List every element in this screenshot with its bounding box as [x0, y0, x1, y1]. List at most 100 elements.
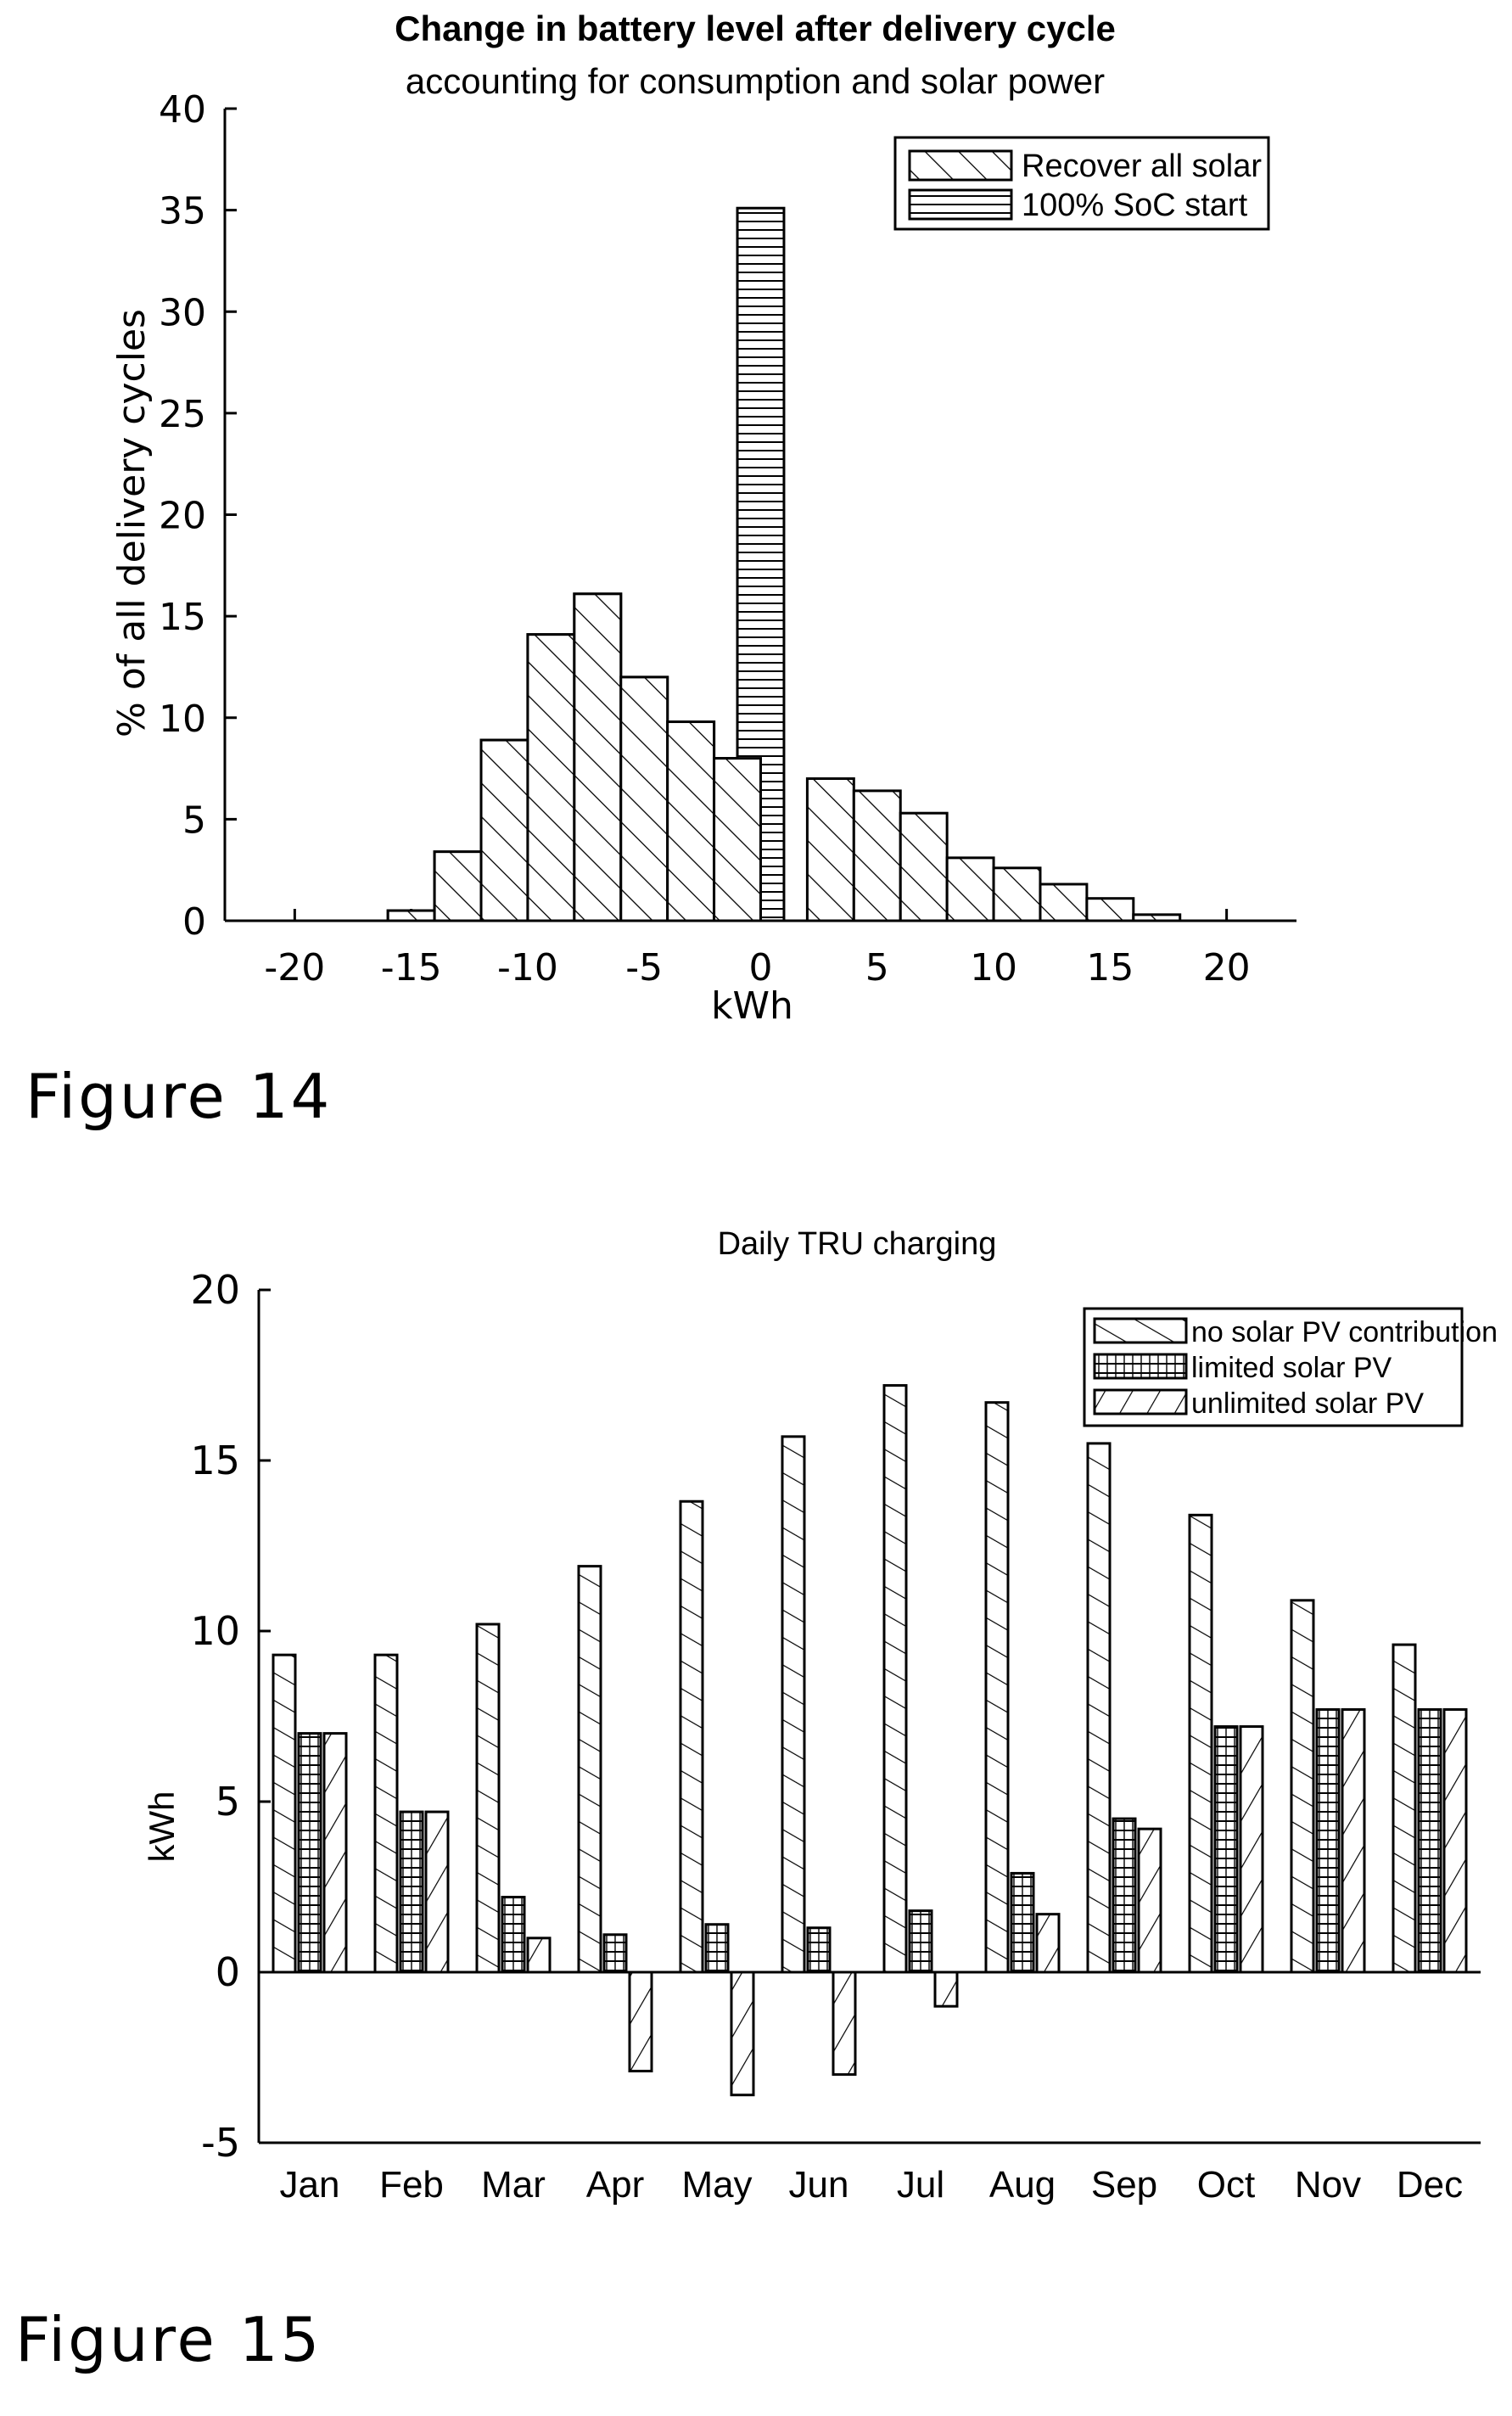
y-tick-label: 25: [159, 393, 206, 436]
monthly-bar: [322, 1732, 348, 1974]
y-tick-label: 0: [182, 900, 206, 944]
monthly-bar: [1315, 1707, 1341, 1974]
histogram-bar: [852, 789, 902, 922]
monthly-bar: [832, 1970, 857, 2077]
histogram-bar: [1132, 913, 1182, 922]
monthly-bar: [373, 1653, 399, 1974]
monthly-bar: [908, 1909, 933, 1974]
figure-15-chart: -5 0 5 10 15 20 Jan Feb Mar Apr May Jun Jul Aug Sep Oct…: [142, 1226, 1498, 2206]
histogram-bar: [479, 738, 529, 922]
y-tick-label: 30: [159, 291, 206, 334]
x-tick-label: Apr: [586, 2164, 644, 2206]
monthly-bar: [984, 1401, 1010, 1974]
monthly-bar: [1392, 1643, 1417, 1974]
monthly-bar: [1442, 1707, 1468, 1974]
y-tick-label: 40: [159, 88, 206, 132]
monthly-bar: [424, 1810, 450, 1974]
x-tick-label: Feb: [379, 2164, 444, 2206]
legend-swatch: [1093, 1317, 1188, 1344]
x-tick-label: 5: [865, 946, 889, 989]
monthly-bar: [933, 1970, 959, 2008]
histogram-bar: [1039, 883, 1089, 922]
monthly-bar: [806, 1926, 832, 1974]
histogram-bar: [1085, 897, 1135, 922]
y-tick-label: 10: [159, 698, 206, 741]
y-tick-label: 35: [159, 190, 206, 233]
y-tick-label: 15: [159, 596, 206, 639]
y-axis-label: % of all delivery cycles: [110, 309, 154, 737]
legend-label: 100% SoC start: [1022, 188, 1248, 223]
x-tick-label: Jul: [897, 2164, 944, 2206]
histogram-bar: [945, 856, 995, 922]
y-axis-label: kWh: [142, 1791, 182, 1863]
y-tick-label: 10: [190, 1608, 240, 1654]
monthly-bar: [501, 1896, 526, 1974]
monthly-bar: [1188, 1513, 1213, 1974]
monthly-bar: [1417, 1707, 1442, 1974]
x-tick-label: 15: [1086, 946, 1134, 989]
monthly-bar: [399, 1810, 424, 1974]
monthly-bar: [297, 1732, 322, 1974]
histogram-bar: [433, 850, 483, 922]
x-tick-label: 10: [970, 946, 1017, 989]
histogram-bar: [386, 909, 436, 922]
y-tick-label: 5: [182, 799, 206, 842]
chart-subtitle: accounting for consumption and solar pow…: [406, 61, 1105, 101]
x-tick-label: Jan: [280, 2164, 340, 2206]
histogram-bar: [992, 866, 1042, 922]
legend-label: Recover all solar: [1022, 149, 1262, 184]
y-tick-label: 15: [190, 1438, 240, 1483]
y-tick-label: 20: [159, 495, 206, 538]
histogram-bar: [526, 633, 576, 922]
legend-swatch: [1093, 1388, 1188, 1415]
monthly-bar: [272, 1653, 297, 1974]
monthly-bar: [1137, 1827, 1162, 1974]
histogram-bar: [713, 757, 763, 922]
monthly-bar: [1112, 1817, 1137, 1974]
monthly-bar: [1035, 1913, 1061, 1974]
legend-swatch: [908, 188, 1013, 221]
legend-swatch: [1093, 1353, 1188, 1380]
x-tick-label: 20: [1203, 946, 1251, 989]
monthly-bar: [730, 1970, 755, 2097]
monthly-bar: [781, 1435, 806, 1974]
histogram-bar: [899, 811, 949, 922]
monthly-bar: [882, 1384, 908, 1974]
x-tick-label: Nov: [1295, 2164, 1361, 2206]
x-tick-label: -15: [381, 946, 442, 989]
monthly-bar: [1239, 1725, 1264, 1974]
figure-14-label: Figure 14: [25, 1061, 333, 1132]
x-tick-label: Sep: [1091, 2164, 1157, 2206]
monthly-bar: [1086, 1442, 1112, 1974]
y-tick-label: -5: [201, 2120, 240, 2166]
figure-15-label: Figure 15: [15, 2304, 322, 2375]
x-tick-label: -10: [497, 946, 558, 989]
x-axis-label: kWh: [711, 984, 793, 1028]
monthly-bar: [1341, 1707, 1366, 1974]
chart-title: Change in battery level after delivery c…: [395, 8, 1116, 48]
legend-swatch: [908, 149, 1013, 182]
monthly-bar: [475, 1623, 501, 1974]
monthly-bar: [704, 1923, 730, 1974]
x-tick-label: -5: [625, 946, 663, 989]
monthly-bar: [577, 1565, 602, 1974]
histogram-plot-area: 0 5 10 15 20 25 30 35 40 -20 -15 -10 -5 0 5 10 15 20 Chang…: [110, 8, 1296, 1028]
monthly-bar: [526, 1937, 552, 1974]
monthly-bar: [602, 1933, 628, 1974]
x-tick-label: Jun: [789, 2164, 849, 2206]
monthly-bar: [1213, 1725, 1239, 1974]
monthly-bar: [1290, 1599, 1315, 1974]
x-tick-label: May: [681, 2164, 752, 2206]
x-tick-label: Mar: [481, 2164, 546, 2206]
y-tick-label: 5: [216, 1779, 240, 1825]
monthly-bar-plot-area: -5 0 5 10 15 20 Jan Feb Mar Apr May Jun Jul Aug Sep Oct…: [142, 1226, 1498, 2206]
y-tick-label: 0: [216, 1949, 240, 1995]
legend: Recover all solar 100% SoC start: [893, 136, 1270, 231]
legend: no solar PV contribution limited solar PV…: [1083, 1307, 1498, 1427]
x-tick-label: Aug: [989, 2164, 1056, 2206]
chart-title: Daily TRU charging: [718, 1226, 997, 1262]
histogram-bar: [666, 720, 716, 922]
monthly-bar: [1010, 1871, 1035, 1974]
histogram-bar: [805, 777, 855, 922]
